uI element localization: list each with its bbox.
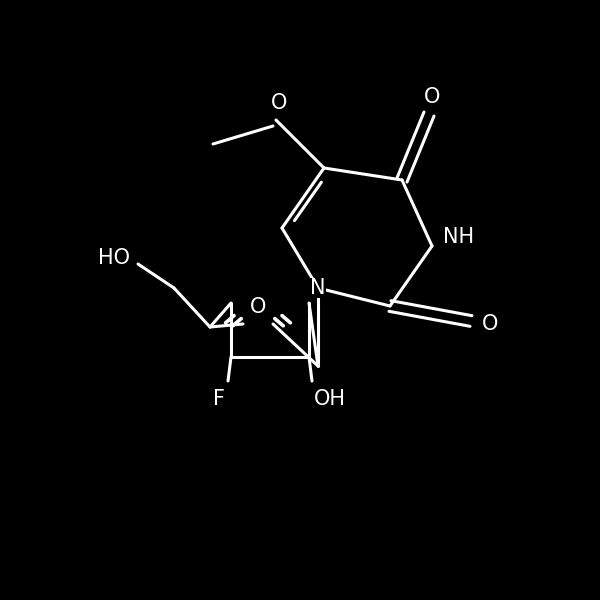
Text: N: N <box>310 278 326 298</box>
Text: F: F <box>213 389 225 409</box>
Text: NH: NH <box>443 227 475 247</box>
Text: O: O <box>271 93 287 113</box>
Text: HO: HO <box>98 248 130 268</box>
Text: OH: OH <box>314 389 346 409</box>
Text: O: O <box>250 297 266 317</box>
Text: O: O <box>482 314 499 334</box>
Text: O: O <box>424 87 440 107</box>
